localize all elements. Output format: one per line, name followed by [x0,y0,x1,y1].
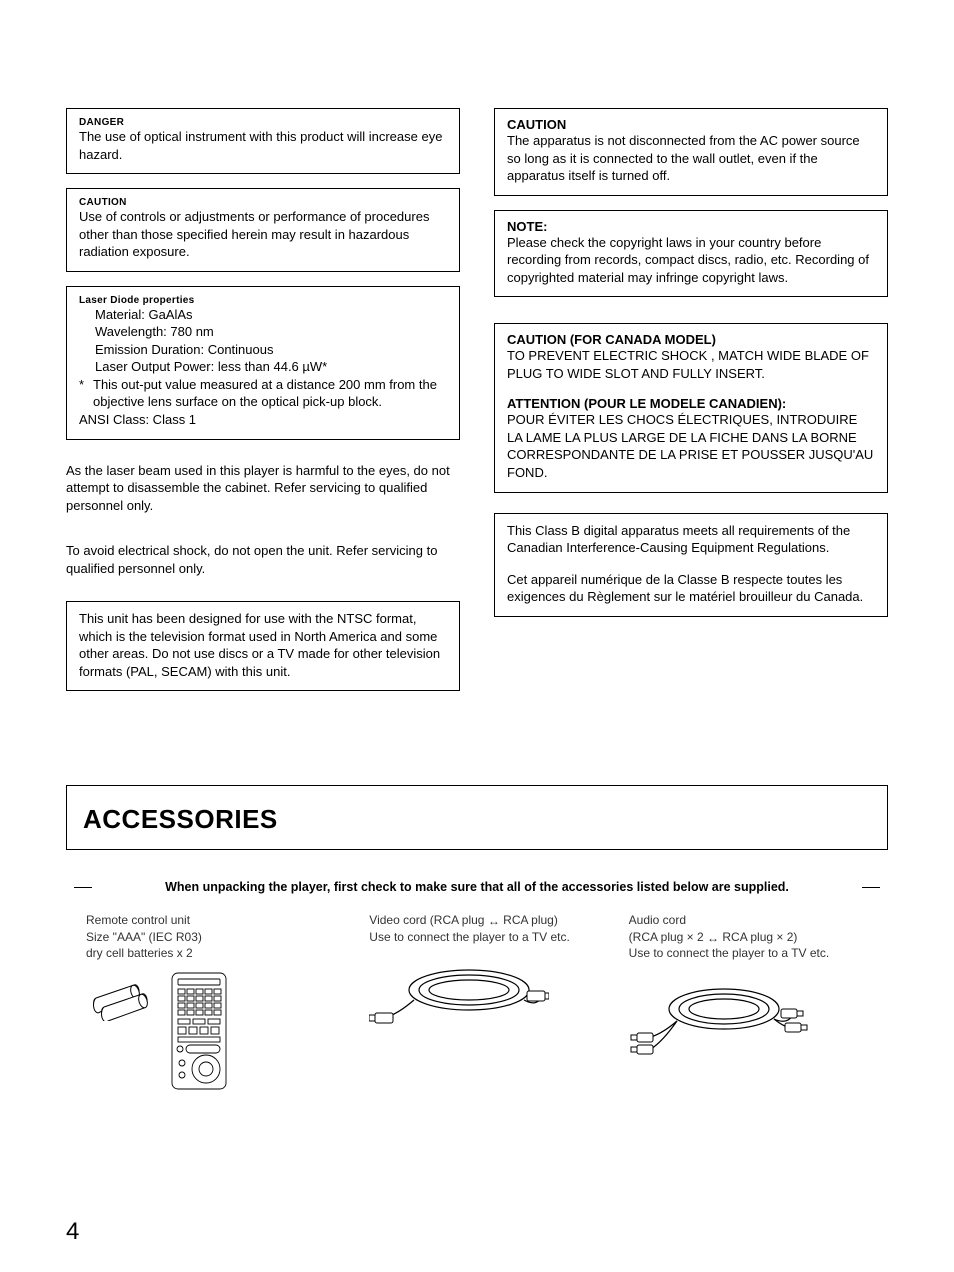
arrow-icon: ↔ [707,932,719,944]
acc-remote-l1: Remote control unit [86,912,349,928]
note-text: Please check the copyright laws in your … [507,234,875,287]
laser-l2: Wavelength: 780 nm [79,323,447,341]
caution-box-left: CAUTION Use of controls or adjustments o… [66,188,460,272]
batteries-icon [86,971,156,1021]
canada-box: CAUTION (FOR CANADA MODEL) TO PREVENT EL… [494,323,888,492]
laser-box: Laser Diode properties Material: GaAlAs … [66,286,460,440]
laser-heading: Laser Diode properties [79,295,447,306]
accessories-grid: Remote control unit Size "AAA" (IEC R03)… [66,912,888,1091]
right-column: CAUTION The apparatus is not disconnecte… [494,108,888,705]
danger-text: The use of optical instrument with this … [79,128,447,163]
acc-video-l2: Use to connect the player to a TV etc. [369,929,608,945]
ntsc-box: This unit has been designed for use with… [66,601,460,691]
accessories-title: ACCESSORIES [83,804,871,835]
video-cord-icon [369,955,549,1035]
danger-box: DANGER The use of optical instrument wit… [66,108,460,174]
caution-r-text: The apparatus is not disconnected from t… [507,132,875,185]
canada-h1: CAUTION (FOR CANADA MODEL) [507,332,875,347]
laser-l1: Material: GaAlAs [79,306,447,324]
arrow-icon: ↔ [488,915,500,927]
laser-note-row: * This out-put value measured at a dista… [79,376,447,411]
danger-heading: DANGER [79,117,447,128]
classb-t2: Cet appareil numérique de la Classe B re… [507,571,875,606]
acc-audio: Audio cord (RCA plug × 2 ↔ RCA plug × 2)… [629,912,868,1091]
laser-para2: To avoid electrical shock, do not open t… [66,534,460,587]
acc-video: Video cord (RCA plug ↔ RCA plug) Use to … [369,912,608,1091]
acc-audio-img [629,971,868,1056]
audio-cord-icon [629,971,809,1056]
remote-icon [166,971,232,1091]
classb-box: This Class B digital apparatus meets all… [494,513,888,617]
classb-t1: This Class B digital apparatus meets all… [507,522,875,557]
acc-audio-l3: Use to connect the player to a TV etc. [629,945,868,961]
note-heading: NOTE: [507,219,875,234]
supply-line: When unpacking the player, first check t… [74,878,880,896]
note-box: NOTE: Please check the copyright laws in… [494,210,888,298]
acc-remote-l3: dry cell batteries x 2 [86,945,349,961]
canada-t2: POUR ÉVITER LES CHOCS ÉLECTRIQUES, INTRO… [507,411,875,481]
laser-ansi: ANSI Class: Class 1 [79,411,447,429]
acc-remote-img [86,971,349,1091]
acc-video-img [369,955,608,1035]
acc-remote-l2: Size "AAA" (IEC R03) [86,929,349,945]
laser-para1: As the laser beam used in this player is… [66,454,460,525]
caution-heading: CAUTION [79,197,447,208]
caution-text: Use of controls or adjustments or perfor… [79,208,447,261]
acc-audio-l1: Audio cord [629,912,868,928]
canada-t1: TO PREVENT ELECTRIC SHOCK , MATCH WIDE B… [507,347,875,382]
supply-line-text: When unpacking the player, first check t… [159,880,795,894]
accessories-box: ACCESSORIES [66,785,888,850]
left-column: DANGER The use of optical instrument wit… [66,108,460,705]
laser-l4: Laser Output Power: less than 44.6 µW* [79,358,447,376]
caution-r-heading: CAUTION [507,117,875,132]
acc-video-l1: Video cord (RCA plug ↔ RCA plug) [369,912,608,928]
acc-remote: Remote control unit Size "AAA" (IEC R03)… [86,912,349,1091]
page-number: 4 [66,1218,79,1246]
canada-h2: ATTENTION (POUR LE MODELE CANADIEN): [507,396,875,411]
laser-l3: Emission Duration: Continuous [79,341,447,359]
caution-box-right: CAUTION The apparatus is not disconnecte… [494,108,888,196]
acc-audio-l2: (RCA plug × 2 ↔ RCA plug × 2) [629,929,868,945]
laser-note: This out-put value measured at a distanc… [93,376,447,411]
